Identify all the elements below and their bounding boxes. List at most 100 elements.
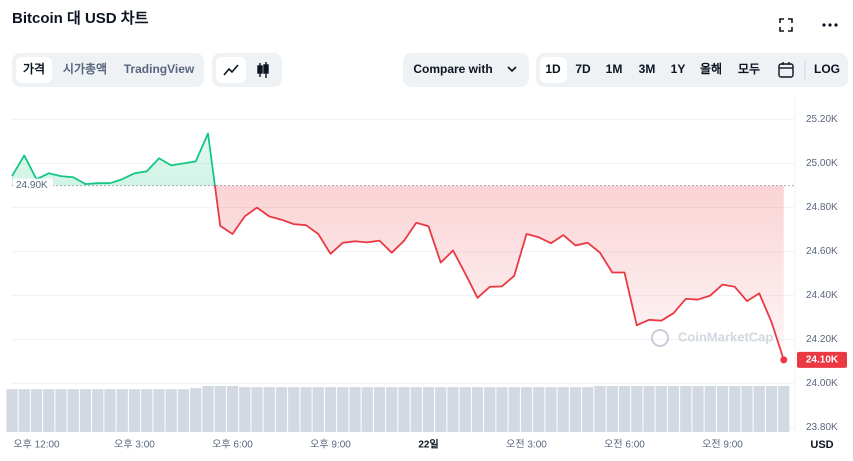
tab[interactable]: 시가총액 — [63, 61, 107, 76]
volume-bar — [79, 389, 92, 432]
volume-bar — [349, 387, 361, 432]
x-tick-label: 오후 9:00 — [310, 439, 351, 451]
y-tick-label: 24.80K — [806, 202, 838, 213]
volume-bar — [6, 389, 18, 432]
x-tick-label: 오후 3:00 — [114, 439, 155, 451]
y-tick-label: 24.20K — [806, 334, 838, 345]
volume-bar — [729, 386, 741, 432]
tab-group — [12, 53, 204, 87]
volume-bar — [680, 386, 692, 432]
volume-bar — [214, 386, 226, 432]
calendar-icon — [778, 63, 794, 78]
volume-bar — [116, 389, 128, 432]
volume-bar — [153, 389, 165, 432]
volume-bar — [778, 386, 790, 432]
last-point — [780, 356, 788, 364]
candle-icon — [263, 64, 269, 74]
dot — [828, 23, 832, 27]
volume-bar — [373, 387, 386, 432]
compare-dropdown[interactable] — [403, 53, 529, 87]
range-button[interactable]: 1D — [545, 62, 561, 76]
volume-bar — [582, 387, 594, 432]
calendar-button[interactable] — [778, 62, 794, 78]
volume-bar — [312, 387, 324, 432]
volume-bar — [741, 386, 753, 432]
volume-bar — [557, 387, 569, 432]
y-tick-label: 24.60K — [806, 246, 838, 257]
active-tab — [16, 57, 52, 83]
watermark-logo — [651, 329, 669, 347]
volume-bar — [533, 387, 545, 432]
chart-title: Bitcoin 대 USD 차트 — [12, 10, 149, 27]
volume-bar — [251, 387, 263, 432]
volume-bar — [55, 389, 67, 432]
volume-bar — [508, 387, 520, 432]
price-line — [11, 132, 785, 361]
range-button[interactable]: 1Y — [671, 62, 686, 76]
baseline-label-box — [13, 178, 53, 193]
volume-bar — [190, 388, 202, 432]
y-tick-label: 25.00K — [806, 158, 838, 169]
volume-bar — [692, 386, 704, 432]
tab[interactable]: TradingView — [124, 62, 195, 76]
active-range — [540, 57, 567, 83]
volume-bar — [435, 387, 447, 432]
x-tick-label: 오전 6:00 — [604, 439, 645, 451]
last-price-label: 24.10K — [806, 354, 839, 365]
volume-bar — [226, 386, 239, 432]
volume-bar — [275, 387, 288, 432]
volume-bar — [484, 387, 496, 432]
volume-bar — [655, 386, 667, 432]
volume-bar — [92, 389, 104, 432]
dot — [834, 23, 838, 27]
volume-bar — [631, 386, 643, 432]
fullscreen-button[interactable] — [779, 18, 793, 32]
range-button[interactable]: 1M — [606, 62, 623, 76]
volume-bar — [410, 387, 422, 432]
volume-bar — [704, 386, 716, 432]
volume-bar — [753, 386, 765, 432]
volume-bar — [606, 386, 618, 432]
range-button[interactable]: 3M — [639, 62, 656, 76]
volume-bar — [716, 386, 729, 432]
range-button[interactable]: 올해 — [700, 62, 722, 76]
y-tick-label: 23.80K — [806, 422, 838, 433]
volume-bar — [643, 386, 655, 432]
line-icon — [223, 64, 239, 76]
volume-bar — [104, 389, 116, 432]
more-button[interactable] — [822, 23, 838, 27]
volume-bar — [67, 389, 79, 432]
x-tick-label: 오후 12:00 — [13, 439, 60, 451]
volume-bar — [496, 387, 508, 432]
tab[interactable]: 가격 — [23, 61, 45, 76]
volume-bar — [165, 389, 177, 432]
dot — [822, 23, 826, 27]
volume-bar — [569, 387, 582, 432]
last-label-box — [797, 351, 847, 368]
volume-bar — [459, 387, 471, 432]
volume-bar — [447, 387, 459, 432]
x-tick-label: 22일 — [418, 438, 438, 451]
volume-bar — [765, 386, 778, 432]
compare-label: Compare with — [413, 62, 492, 76]
log-button[interactable]: LOG — [814, 62, 840, 76]
volume-bar — [141, 389, 153, 432]
volume-bar — [202, 386, 214, 432]
volume-bar — [288, 387, 300, 432]
range-button[interactable]: 7D — [575, 62, 591, 76]
volume-bar — [398, 387, 410, 432]
volume-bar — [594, 386, 606, 432]
volume-bar — [128, 389, 141, 432]
y-tick-label: 24.40K — [806, 290, 838, 301]
volume-bar — [337, 387, 349, 432]
x-tick-label: 오후 6:00 — [212, 439, 253, 451]
x-tick-label: 오전 9:00 — [702, 439, 743, 451]
volume-bar — [422, 387, 435, 432]
candle-type-button[interactable] — [257, 62, 269, 78]
range-group — [536, 53, 848, 87]
volume-bar — [177, 389, 190, 432]
range-button[interactable]: 모두 — [738, 62, 760, 76]
volume-bar — [300, 387, 312, 432]
volume-bar — [324, 387, 337, 432]
